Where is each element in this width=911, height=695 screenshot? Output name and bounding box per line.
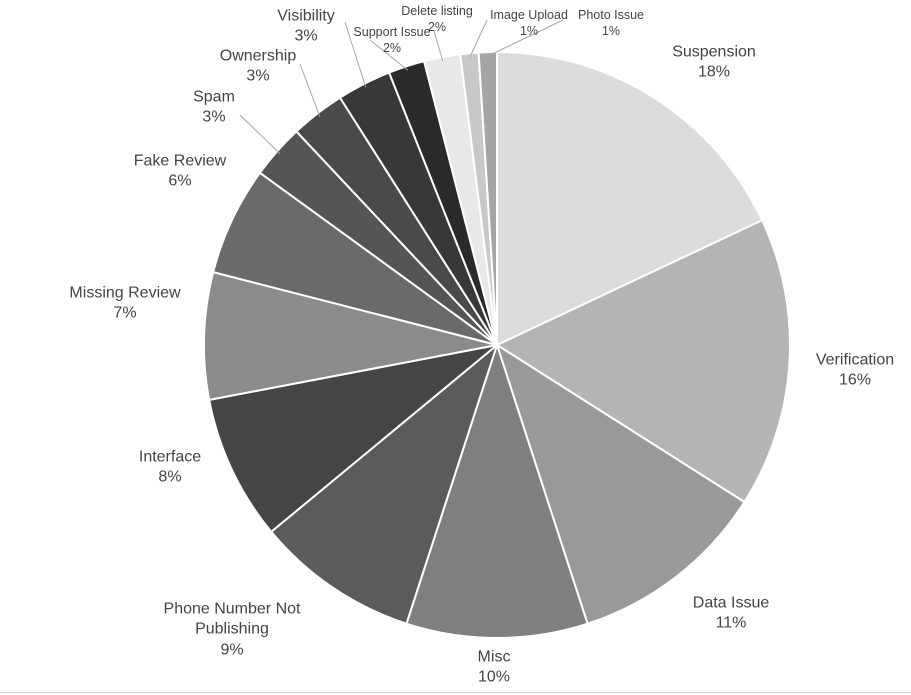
data-label-category: Verification [815, 351, 895, 369]
leader-line-delete-listing [433, 30, 444, 62]
data-label-percentage: 1% [519, 24, 539, 38]
data-label-percentage: 18% [697, 64, 731, 81]
data-label-support-issue: Support Issue 2% [353, 24, 430, 56]
data-label-phone-number-not-publishing: Phone Number Not Publishing 9% [145, 599, 320, 660]
data-label-percentage: 16% [838, 372, 872, 389]
data-label-misc: Misc 10% [478, 648, 511, 689]
pie-slice-suspension [496, 51, 764, 346]
data-label-category: Delete listing [401, 4, 473, 18]
data-label-verification: Verification 16% [816, 351, 894, 392]
pie-slice-misc [405, 344, 589, 639]
data-label-percentage: 3% [202, 109, 226, 126]
data-label-percentage: 10% [477, 669, 511, 686]
data-label-category: Image Upload [490, 8, 568, 22]
data-label-category: Ownership [219, 47, 297, 65]
data-label-category: Support Issue [353, 25, 431, 39]
data-label-suspension: Suspension 18% [672, 43, 756, 84]
data-label-interface: Interface 8% [139, 448, 201, 489]
pie-slice-interface [208, 344, 498, 533]
data-label-percentage: 1% [601, 24, 621, 38]
leader-line-image-upload [469, 19, 488, 58]
data-label-percentage: 3% [294, 28, 318, 45]
pie-slice-phone-number-not-publishing [270, 344, 498, 625]
data-label-category: Data Issue [692, 594, 770, 612]
data-label-category: Interface [138, 448, 202, 466]
data-label-percentage: 2% [382, 41, 402, 55]
pie-slice-verification [496, 219, 791, 503]
data-label-category: Misc [477, 648, 511, 666]
data-label-percentage: 11% [715, 615, 747, 632]
data-label-category: Visibility [277, 7, 335, 25]
data-label-fake-review: Fake Review 6% [134, 152, 226, 193]
data-label-category: Suspension [672, 43, 756, 61]
pie-slice-missing-review [203, 271, 498, 401]
data-label-category: Spam [193, 88, 235, 106]
data-label-percentage: 6% [168, 173, 192, 190]
pie-slice-data-issue [496, 344, 746, 625]
data-label-missing-review: Missing Review 7% [69, 284, 180, 325]
data-label-delete-listing: Delete listing 2% [401, 3, 473, 35]
data-label-category: Fake Review [133, 152, 227, 170]
leader-line-support-issue [369, 39, 409, 71]
data-label-percentage: 9% [220, 641, 244, 659]
data-label-percentage: 8% [158, 469, 182, 486]
data-label-category: Photo Issue [577, 8, 645, 22]
data-label-visibility: Visibility 3% [277, 7, 335, 48]
data-label-data-issue: Data Issue 11% [693, 594, 769, 635]
data-label-photo-issue: Photo Issue 1% [578, 7, 644, 39]
data-label-percentage: 3% [246, 68, 270, 85]
leader-line-spam [239, 114, 281, 155]
data-label-category: Missing Review [69, 284, 181, 302]
leader-line-ownership [299, 63, 321, 117]
data-label-spam: Spam 3% [193, 88, 235, 129]
bottom-divider [0, 692, 911, 693]
leader-line-visibility [344, 21, 367, 88]
data-label-image-upload: Image Upload 1% [490, 7, 568, 39]
leader-line-photo-issue [487, 19, 564, 57]
data-label-ownership: Ownership 3% [220, 47, 296, 88]
data-label-percentage: 7% [113, 305, 137, 322]
data-label-percentage: 2% [427, 20, 447, 34]
data-label-category: Phone Number Not Publishing [163, 600, 301, 638]
